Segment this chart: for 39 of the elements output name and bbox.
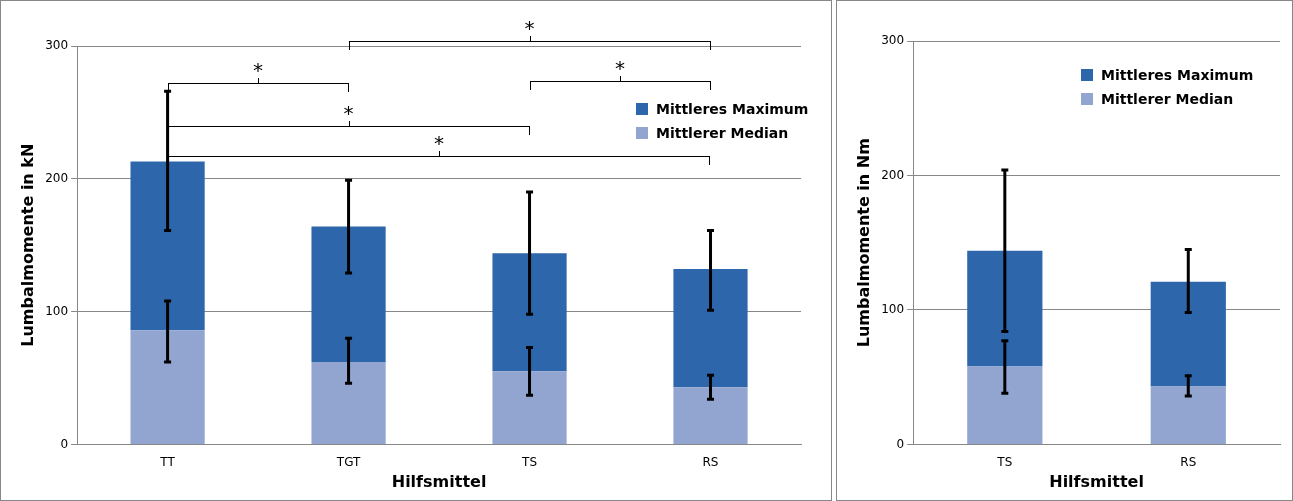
y-tick-label: 0	[60, 436, 69, 451]
annotation: *	[434, 131, 445, 155]
bar	[311, 362, 386, 444]
bar	[311, 226, 386, 363]
x-tick-label: TS	[521, 454, 538, 469]
bar	[967, 366, 1043, 444]
bar	[492, 371, 567, 444]
bar	[673, 387, 748, 444]
y-tick-label: 200	[881, 167, 905, 182]
x-axis-title: Hilfsmittel	[391, 471, 487, 491]
annotation: *	[343, 101, 354, 125]
annotation: *	[253, 58, 264, 82]
y-axis-title: Lumbalmomente in kN	[17, 143, 37, 347]
x-axis-title: Hilfsmittel	[1049, 471, 1144, 491]
text: *	[524, 16, 535, 40]
legend-label: Mittlerer Median	[1101, 91, 1234, 107]
annotation: *	[615, 56, 626, 80]
legend-label: Mittleres Maximum	[656, 101, 809, 117]
y-axis-title: Lumbalmomente in Nm	[853, 138, 873, 348]
bar	[673, 269, 748, 388]
y-tick-label: 300	[45, 38, 69, 53]
bar	[130, 161, 205, 331]
bar	[492, 253, 567, 372]
x-tick-label: RS	[702, 454, 719, 469]
bar	[1150, 281, 1226, 387]
bar	[130, 330, 205, 444]
x-tick-label: TS	[996, 454, 1013, 469]
x-tick-label: TGT	[335, 454, 361, 469]
x-tick-label: RS	[1180, 454, 1197, 469]
y-tick-label: 0	[896, 436, 905, 451]
y-tick-label: 300	[881, 33, 905, 48]
y-tick-label: 200	[45, 170, 69, 185]
y-tick-label: 100	[45, 303, 69, 318]
bar	[1150, 386, 1226, 444]
bar	[967, 250, 1043, 367]
legend-label: Mittlerer Median	[656, 125, 789, 141]
y-tick-label: 100	[881, 302, 905, 317]
legend-label: Mittleres Maximum	[1101, 67, 1254, 83]
x-tick-label: TT	[159, 454, 176, 469]
